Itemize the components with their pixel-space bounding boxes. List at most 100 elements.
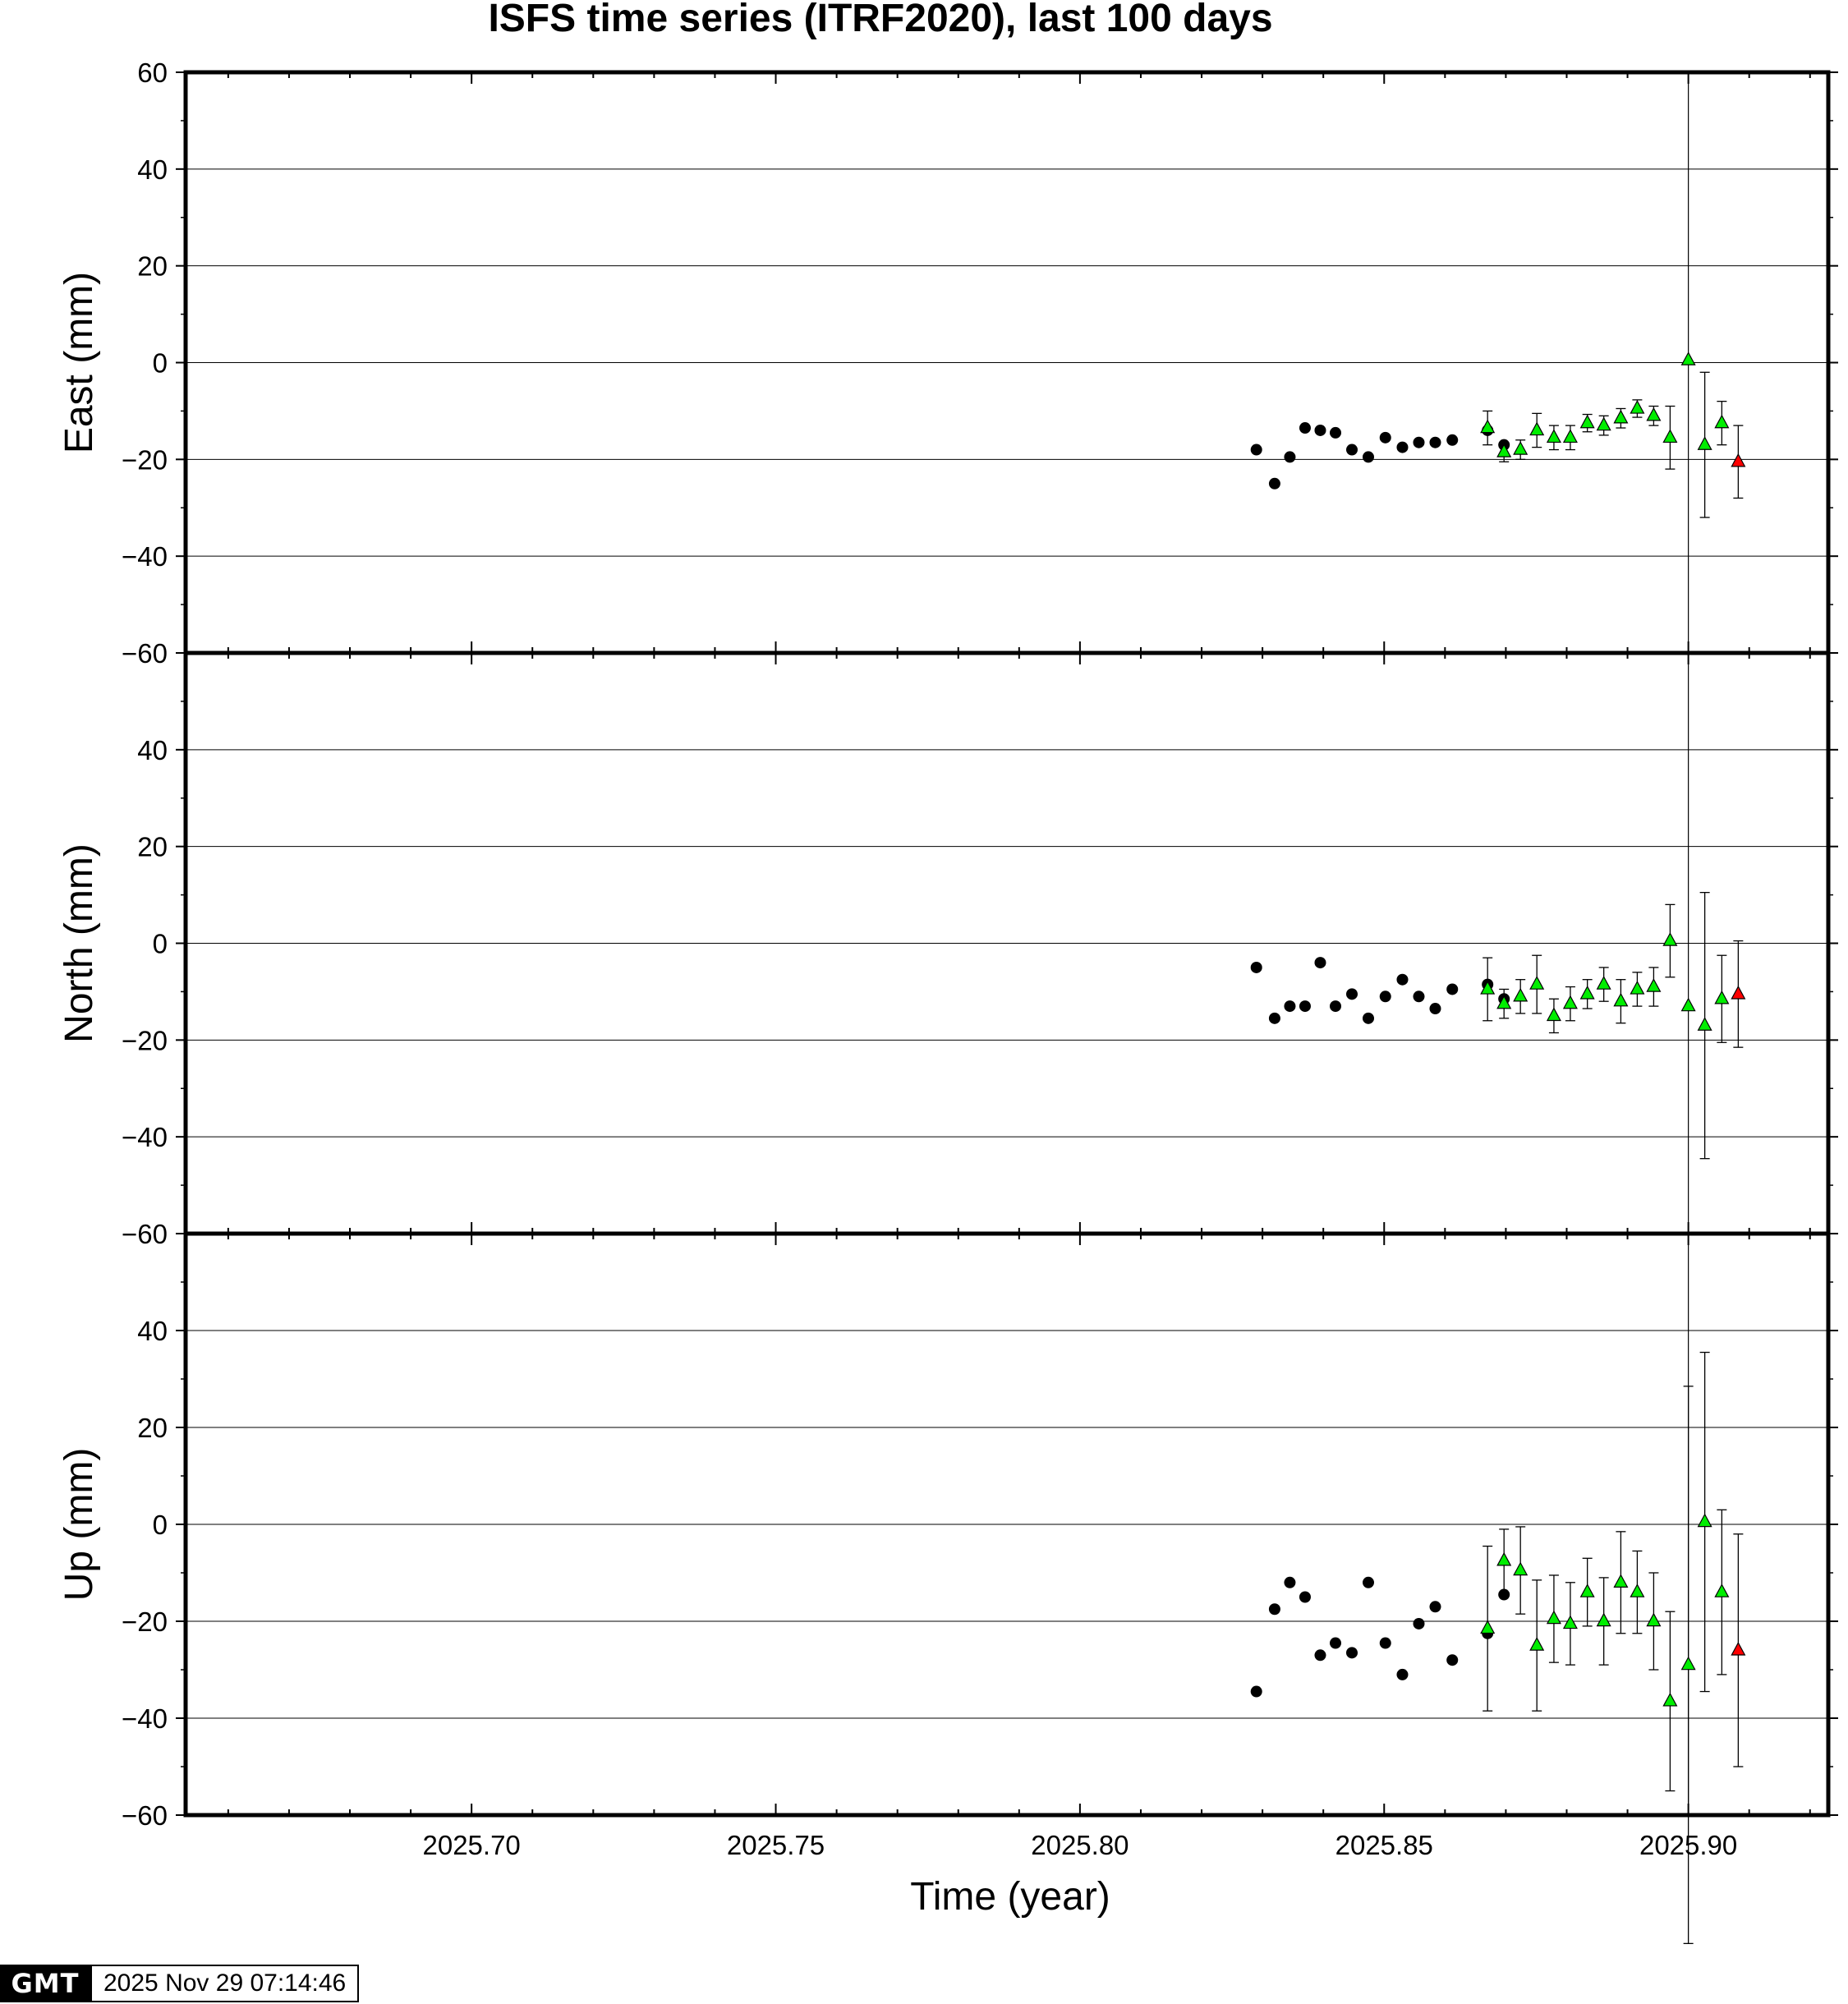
data-point-triangle [1496,444,1512,457]
x-tick-label: 2025.75 [727,1830,825,1860]
timestamp-label: 2025 Nov 29 07:14:46 [90,1965,360,2002]
y-tick-label: 20 [137,832,168,862]
gmt-logo: GMT [0,1965,90,2002]
data-point-triangle [1546,1007,1561,1022]
y-tick-label: −20 [122,444,168,475]
data-point-triangle [1697,436,1712,450]
data-point-circle [1330,426,1341,439]
y-tick-label: 40 [137,154,168,185]
data-point-circle [1346,1647,1358,1659]
y-tick-label: 0 [153,1510,168,1540]
y-tick-label: −20 [122,1025,168,1055]
data-point-triangle [1646,978,1662,992]
data-point-circle [1379,1637,1391,1649]
data-point-triangle [1662,429,1678,444]
y-tick-label: −60 [122,638,168,669]
data-point-triangle [1630,1583,1645,1597]
data-point-triangle [1562,995,1578,1009]
y-axis-label: North (mm) [57,843,101,1043]
y-tick-label: 0 [153,929,168,959]
data-point-triangle [1613,409,1629,424]
data-point-circle [1314,424,1326,436]
y-tick-label: −60 [122,1800,168,1831]
data-point-triangle [1731,453,1746,467]
data-point-circle [1363,1576,1374,1588]
data-point-triangle [1630,981,1645,995]
chart-title: ISFS time series (ITRF2020), last 100 da… [488,0,1272,40]
data-point-circle [1363,451,1374,463]
data-point-triangle [1714,414,1730,429]
data-point-circle [1250,961,1262,973]
data-point-triangle [1529,421,1545,436]
data-point-circle [1379,991,1391,1003]
data-point-circle [1299,1000,1311,1013]
x-tick-label: 2025.80 [1031,1830,1129,1860]
data-point-circle [1396,1668,1409,1680]
data-point-triangle [1513,987,1529,1002]
data-point-triangle [1596,416,1611,431]
y-tick-label: −40 [122,541,168,572]
data-point-triangle [1513,1561,1529,1576]
data-point-triangle [1714,990,1730,1004]
panel-north: −60 −40 −20 0 20 40 North (mm) [57,650,1838,1249]
data-point-triangle [1562,1615,1578,1629]
data-point-triangle [1613,992,1629,1007]
data-point-triangle [1562,429,1578,444]
data-point-circle [1250,1685,1262,1698]
data-point-circle [1284,451,1296,463]
data-point-triangle [1480,981,1496,995]
x-tick-label: 2025.85 [1335,1830,1433,1860]
y-tick-label: 20 [137,1413,168,1443]
y-tick-label: 20 [137,251,168,282]
data-point-triangle [1480,1620,1496,1634]
data-point-triangle [1546,1610,1561,1625]
data-point-triangle [1579,414,1595,429]
data-point-circle [1314,957,1326,969]
data-point-triangle [1596,1612,1611,1627]
data-point-circle [1363,1012,1374,1024]
data-point-triangle [1731,1641,1746,1656]
data-point-triangle [1513,441,1529,455]
data-point-circle [1346,988,1358,1000]
data-point-circle [1396,441,1409,453]
data-point-triangle [1662,1692,1678,1707]
data-point-triangle [1579,1583,1595,1597]
x-axis-label: Time (year) [910,1875,1110,1919]
data-point-triangle [1662,932,1678,946]
data-point-circle [1446,1654,1459,1666]
data-point-circle [1284,1576,1296,1588]
data-point-circle [1396,973,1409,986]
chart-panels: −60 −40 −20 0 20 40 60 East (mm) −60 −40 −20 0 20 40 N… [57,57,1838,1945]
data-point-circle [1268,1603,1280,1616]
y-tick-label: 40 [137,735,168,765]
data-point-triangle [1697,1513,1712,1528]
data-point-triangle [1646,407,1662,421]
data-point-circle [1268,1012,1280,1024]
y-tick-label: 40 [137,1316,168,1346]
data-point-triangle [1480,419,1496,434]
data-point-triangle [1680,352,1696,365]
data-point-triangle [1731,985,1746,1000]
data-point-triangle [1529,1637,1545,1651]
y-tick-label: 0 [153,348,168,379]
data-point-triangle [1579,985,1595,1000]
data-point-triangle [1546,429,1561,444]
data-point-triangle [1680,1656,1696,1671]
data-point-circle [1330,1000,1341,1013]
data-point-circle [1299,422,1311,434]
data-point-circle [1346,444,1358,456]
data-point-circle [1250,444,1262,456]
y-tick-label: −40 [122,1122,168,1152]
x-tick-label: 2025.90 [1639,1830,1737,1860]
data-point-triangle [1697,1017,1712,1031]
data-point-triangle [1596,976,1611,990]
data-point-circle [1446,434,1459,446]
data-point-circle [1413,436,1425,448]
data-point-circle [1314,1649,1326,1662]
data-point-triangle [1714,1583,1730,1597]
y-axis-label: Up (mm) [57,1448,101,1602]
data-point-circle [1429,436,1441,448]
y-tick-label: −20 [122,1606,168,1637]
data-point-triangle [1613,1574,1629,1588]
